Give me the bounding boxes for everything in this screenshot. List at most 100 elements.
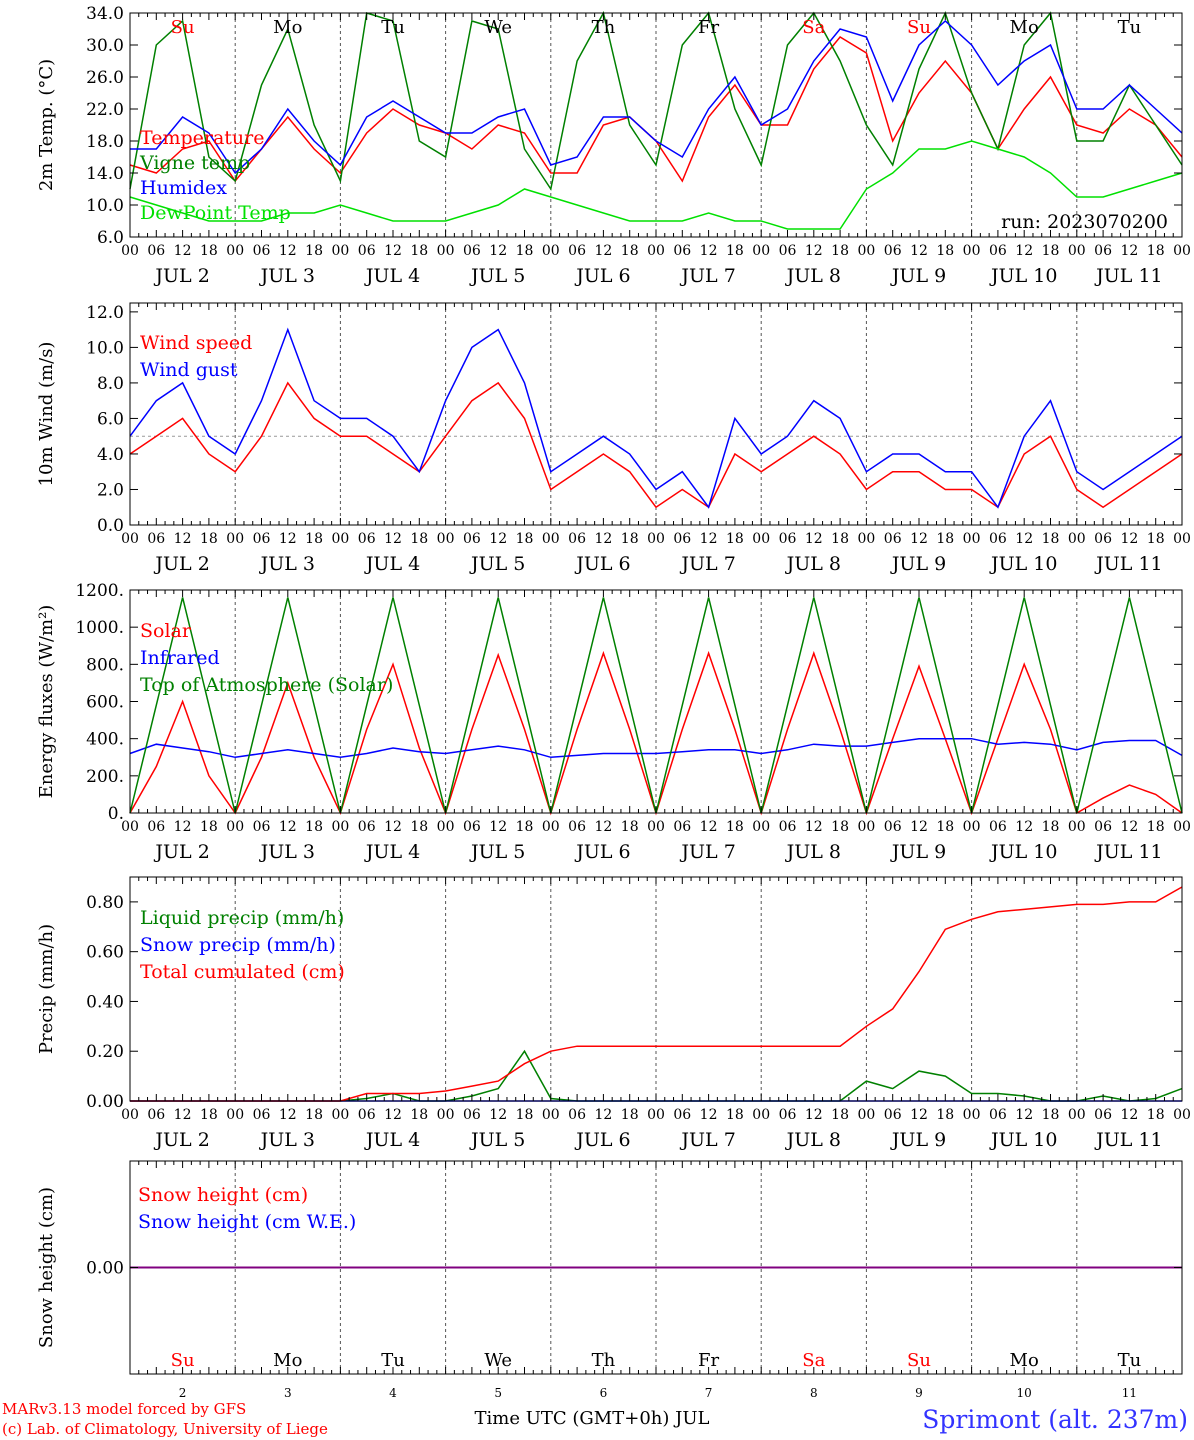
fluxes-y-tick-label: 1200.: [75, 581, 124, 601]
temperature-y-tick-label: 22.0: [86, 100, 124, 120]
fluxes-hour-label: 18: [305, 819, 323, 835]
wind-date-label: JUL 4: [364, 553, 420, 575]
precip-hour-label: 12: [384, 1107, 402, 1123]
fluxes-hour-label: 06: [463, 819, 481, 835]
wind-date-label: JUL 10: [989, 553, 1057, 575]
temperature-y-tick-label: 30.0: [86, 36, 124, 56]
precip-hour-label: 00: [1173, 1107, 1191, 1123]
precip-date-label: JUL 8: [785, 1129, 841, 1151]
temperature-date-label: JUL 10: [989, 265, 1057, 287]
temperature-hour-label: 18: [621, 243, 639, 259]
wind-hour-label: 12: [594, 531, 612, 547]
wind-hour-label: 00: [1068, 531, 1086, 547]
precip-hour-label: 06: [253, 1107, 271, 1123]
precip-hour-label: 12: [279, 1107, 297, 1123]
fluxes-y-tick-label: 400.: [86, 730, 124, 750]
temperature-hour-label: 18: [831, 243, 849, 259]
fluxes-hour-label: 06: [989, 819, 1007, 835]
wind-y-tick-label: 4.0: [97, 445, 124, 465]
precip-legend-entry: Snow precip (mm/h): [140, 934, 336, 956]
temperature-hour-label: 00: [647, 243, 665, 259]
wind-y-tick-label: 2.0: [97, 480, 124, 500]
temperature-y-tick-label: 10.0: [86, 196, 124, 216]
temperature-hour-label: 00: [331, 243, 349, 259]
precip-hour-label: 06: [358, 1107, 376, 1123]
grid-layer: [130, 13, 1182, 1374]
wind-hour-label: 00: [857, 531, 875, 547]
wind-date-label: JUL 11: [1094, 553, 1162, 575]
precip-hour-label: 00: [121, 1107, 139, 1123]
precip-y-tick-label: 0.00: [86, 1092, 124, 1112]
fluxes-hour-label: 12: [805, 819, 823, 835]
precip-y-tick-label: 0.20: [86, 1042, 124, 1062]
precip-date-label: JUL 3: [259, 1129, 315, 1151]
fluxes-hour-label: 06: [253, 819, 271, 835]
fluxes-hour-label: 06: [673, 819, 691, 835]
precip-hour-label: 12: [174, 1107, 192, 1123]
temperature-hour-label: 06: [568, 243, 586, 259]
fluxes-hour-label: 12: [279, 819, 297, 835]
fluxes-hour-label: 00: [331, 819, 349, 835]
fluxes-date-label: JUL 5: [469, 841, 525, 863]
wind-hour-label: 18: [305, 531, 323, 547]
wind-hour-label: 06: [989, 531, 1007, 547]
temperature-hour-label: 06: [358, 243, 376, 259]
temperature-hour-label: 06: [884, 243, 902, 259]
snow-weekday-label: Th: [592, 1350, 616, 1371]
snow-weekday-label: Tu: [381, 1350, 405, 1371]
temperature-hour-label: 12: [700, 243, 718, 259]
fluxes-hour-label: 00: [1068, 819, 1086, 835]
fluxes-legend-entry: Solar: [140, 620, 192, 642]
temperature-hour-label: 00: [1173, 243, 1191, 259]
wind-hour-label: 12: [1015, 531, 1033, 547]
precip-legend-entry: Total cumulated (cm): [140, 961, 345, 983]
precip-hour-label: 12: [489, 1107, 507, 1123]
temperature-series-line-3: [129, 140, 1183, 230]
precip-hour-label: 18: [621, 1107, 639, 1123]
fluxes-hour-label: 00: [437, 819, 455, 835]
temperature-y-tick-label: 14.0: [86, 164, 124, 184]
fluxes-legend-entry: Top of Atmosphere (Solar): [140, 674, 393, 696]
temperature-hour-label: 06: [1094, 243, 1112, 259]
precip-hour-label: 18: [410, 1107, 428, 1123]
wind-legend-entry: Wind speed: [140, 332, 252, 354]
wind-hour-label: 12: [910, 531, 928, 547]
day-number-label: 4: [389, 1386, 397, 1400]
temperature-hour-label: 06: [147, 243, 165, 259]
temperature-hour-label: 06: [779, 243, 797, 259]
snow-weekday-label: Su: [171, 1350, 195, 1371]
wind-y-tick-label: 0.0: [97, 516, 124, 536]
day-number-label: 7: [705, 1386, 713, 1400]
precip-hour-label: 18: [1147, 1107, 1165, 1123]
wind-hour-label: 06: [1094, 531, 1112, 547]
precip-hour-label: 00: [542, 1107, 560, 1123]
fluxes-y-tick-label: 800.: [86, 655, 124, 675]
snow-weekday-label: Mo: [273, 1350, 302, 1371]
fluxes-hour-label: 06: [884, 819, 902, 835]
fluxes-hour-label: 12: [594, 819, 612, 835]
temperature-hour-label: 06: [463, 243, 481, 259]
fluxes-date-label: JUL 6: [574, 841, 630, 863]
fluxes-date-label: JUL 3: [259, 841, 315, 863]
fluxes-hour-label: 06: [1094, 819, 1112, 835]
wind-hour-label: 00: [1173, 531, 1191, 547]
temperature-hour-label: 00: [542, 243, 560, 259]
wind-hour-label: 06: [568, 531, 586, 547]
temperature-hour-label: 00: [226, 243, 244, 259]
top-weekday-label: We: [484, 17, 512, 38]
precip-hour-label: 06: [568, 1107, 586, 1123]
wind-series-line-1: [129, 327, 1183, 509]
fluxes-hour-label: 18: [1147, 819, 1165, 835]
wind-date-label: JUL 3: [259, 553, 315, 575]
precip-hour-label: 00: [226, 1107, 244, 1123]
precip-date-label: JUL 7: [679, 1129, 735, 1151]
precip-y-tick-label: 0.60: [86, 943, 124, 963]
wind-hour-label: 12: [279, 531, 297, 547]
temperature-hour-label: 12: [1120, 243, 1138, 259]
snow-weekday-label: Fr: [698, 1350, 719, 1371]
temperature-date-label: JUL 4: [364, 265, 420, 287]
precip-y-tick-label: 0.40: [86, 992, 124, 1012]
temperature-date-label: JUL 5: [469, 265, 525, 287]
fluxes-hour-label: 12: [1015, 819, 1033, 835]
fluxes-hour-label: 00: [1173, 819, 1191, 835]
